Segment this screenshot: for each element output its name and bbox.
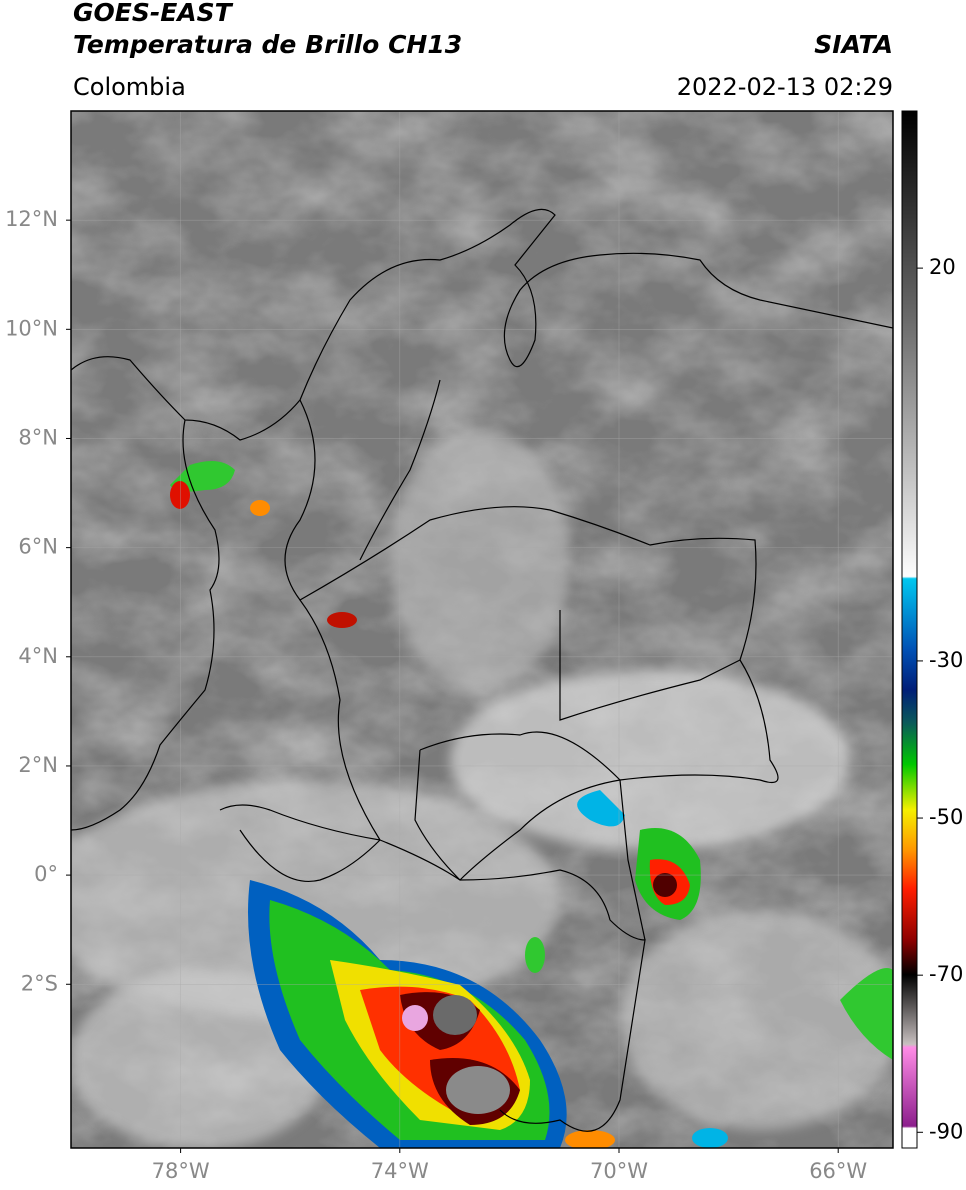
lon-tick-label: 70°W — [590, 1159, 648, 1183]
department-borders-2 — [299, 379, 441, 841]
labels: 78°W 74°W 70°W 66°W 12°N 10°N 8°N 6°N 4°N 2°N 0° 2°… — [5, 207, 963, 1183]
lat-tick-label: 10°N — [5, 316, 58, 340]
internal-borders — [559, 610, 741, 941]
lat-tick-label: 0° — [34, 862, 58, 886]
colorbar-tick-label: -30 — [929, 648, 963, 672]
lat-tick-label: 12°N — [5, 207, 58, 231]
cloud-fields — [71, 430, 893, 1148]
product: Temperatura de Brillo CH13 — [73, 30, 462, 59]
source: SIATA — [814, 30, 893, 59]
lon-tick-label: 74°W — [371, 1159, 429, 1183]
graticule — [71, 111, 893, 1148]
datetime: 2022-02-13 02:29 — [677, 73, 893, 101]
department-borders — [414, 731, 621, 881]
lon-tick-label: 78°W — [152, 1159, 210, 1183]
colorbar — [901, 110, 918, 1149]
colombia-border — [219, 399, 779, 881]
lat-tick-label: 8°N — [18, 425, 58, 449]
satellite-image — [71, 111, 893, 1148]
borders — [71, 208, 893, 1132]
coastline — [71, 208, 893, 441]
colorbar-tick-label: -70 — [929, 962, 963, 986]
lat-tick-label: 2°N — [18, 753, 58, 777]
map-frame — [70, 110, 894, 1149]
lat-tick-label: 4°N — [18, 644, 58, 668]
lat-tick-label: 2°S — [21, 971, 58, 995]
region: Colombia — [73, 73, 186, 101]
satellite: GOES-EAST — [73, 0, 234, 27]
lon-tick-label: 66°W — [809, 1159, 867, 1183]
convective-cells — [170, 461, 893, 1148]
lat-tick-label: 6°N — [18, 535, 58, 559]
southern-border — [239, 829, 646, 1132]
colorbar-tick-label: -90 — [929, 1119, 963, 1143]
colorbar-tick-label: 20 — [929, 255, 956, 279]
colorbar-tick-label: -50 — [929, 805, 963, 829]
pacific-coast — [71, 419, 220, 831]
